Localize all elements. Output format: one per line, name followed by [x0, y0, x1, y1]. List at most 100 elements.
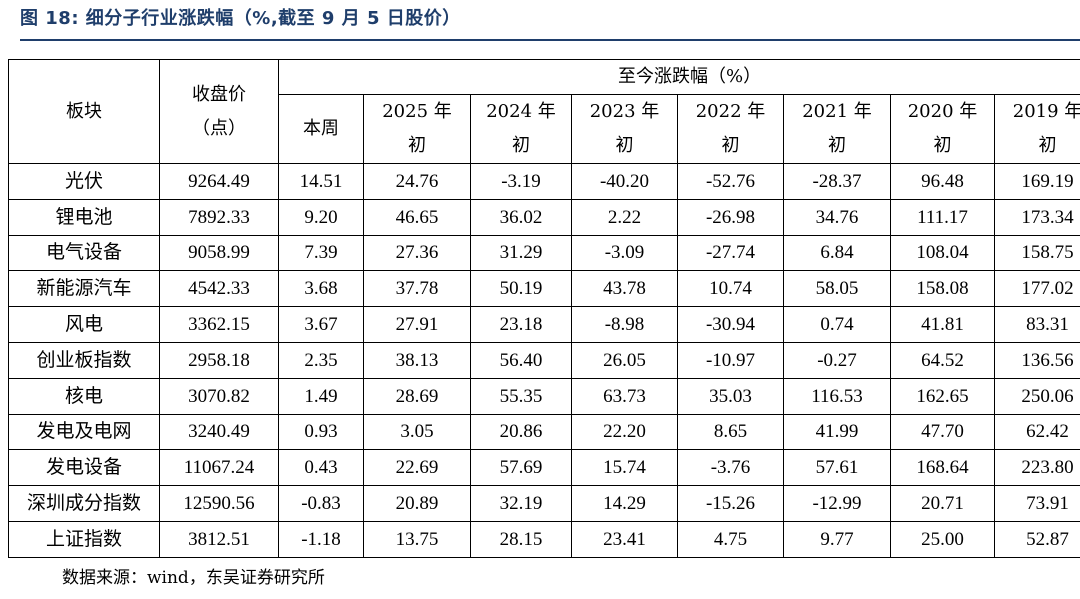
header-close-line2: （点） [192, 117, 246, 139]
change-value: 24.76 [363, 163, 471, 200]
change-value: -1.18 [278, 520, 364, 558]
source-note: 数据来源：wind，东吴证券研究所 [62, 568, 325, 588]
change-value: 31.29 [470, 234, 572, 272]
close-value: 2958.18 [159, 341, 279, 379]
change-value: 41.99 [783, 413, 891, 451]
header-period: 本周 [278, 94, 364, 164]
change-value: -8.98 [571, 306, 678, 343]
change-value: 52.87 [993, 520, 1080, 558]
table-row: 光伏 9264.49 14.51 24.76 -3.19 -40.20 -52.76 -28.… [8, 163, 1080, 200]
change-value: 3.68 [278, 270, 364, 308]
change-value: 96.48 [890, 163, 995, 200]
table-row: 发电及电网 3240.49 0.93 3.05 20.86 22.20 8.65 41.99 4… [8, 413, 1080, 451]
header-period-line2: 初 [615, 135, 634, 156]
close-value: 3070.82 [159, 377, 279, 415]
header-sector: 板块 [8, 59, 160, 164]
change-value: 43.78 [571, 270, 678, 308]
change-value: 9.77 [783, 520, 891, 558]
change-value: 46.65 [363, 198, 471, 236]
change-value: 158.75 [993, 234, 1080, 272]
change-value: 22.69 [363, 449, 471, 487]
change-value: 116.53 [783, 377, 891, 415]
header-period-line1: 2023 年 [589, 101, 660, 122]
header-close: 收盘价 （点） [159, 59, 279, 164]
header-period: 2022 年初 [677, 94, 784, 164]
close-value: 3362.15 [159, 306, 279, 343]
sector-name: 深圳成分指数 [8, 485, 160, 522]
header-close-line1: 收盘价 [192, 83, 246, 105]
change-value: 8.65 [677, 413, 784, 451]
change-value: 34.76 [783, 198, 891, 236]
change-value: 136.56 [993, 341, 1080, 379]
header-periods-row: 本周 2025 年初 2024 年初 2023 年初 2022 年初 2021 年初 202… [9, 94, 1080, 164]
title-rule [20, 39, 1080, 41]
header-period-line2: 初 [1038, 135, 1057, 156]
change-value: 20.86 [470, 413, 572, 451]
header-period-line1: 2020 年 [907, 101, 978, 122]
table-row: 风电 3362.15 3.67 27.91 23.18 -8.98 -30.94 0.74 41… [8, 306, 1080, 343]
change-value: 3.05 [363, 413, 471, 451]
change-value: -10.97 [677, 341, 784, 379]
header-period-line2: 初 [512, 135, 530, 156]
change-value: 158.08 [890, 270, 995, 308]
sector-name: 核电 [8, 377, 160, 415]
table-row: 电气设备 9058.99 7.39 27.36 31.29 -3.09 -27.74 6.84… [8, 234, 1080, 272]
close-value: 3812.51 [159, 520, 279, 558]
header-period-line1: 2019 年 [1012, 101, 1080, 122]
close-value: 4542.33 [159, 270, 279, 308]
change-value: 25.00 [890, 520, 995, 558]
change-value: -3.19 [470, 163, 572, 200]
change-value: -0.83 [278, 485, 364, 522]
change-value: 162.65 [890, 377, 995, 415]
table-row: 核电 3070.82 1.49 28.69 55.35 63.73 35.03 116.53 1… [8, 377, 1080, 415]
table-row: 创业板指数 2958.18 2.35 38.13 56.40 26.05 -10.97 -0.… [8, 341, 1080, 379]
change-value: 250.06 [993, 377, 1080, 415]
header-period: 2025 年初 [363, 94, 471, 164]
change-value: 111.17 [890, 198, 995, 236]
change-value: 15.74 [571, 449, 678, 487]
change-value: 13.75 [363, 520, 471, 558]
change-value: 168.64 [890, 449, 995, 487]
change-value: 169.19 [993, 163, 1080, 200]
sector-name: 光伏 [8, 163, 160, 200]
table-row: 深圳成分指数 12590.56 -0.83 20.89 32.19 14.29 -15.26… [8, 485, 1080, 522]
change-value: -52.76 [677, 163, 784, 200]
header-period: 2023 年初 [571, 94, 678, 164]
change-value: 20.89 [363, 485, 471, 522]
change-value: 37.78 [363, 270, 471, 308]
change-value: 173.34 [993, 198, 1080, 236]
sector-name: 发电及电网 [8, 413, 160, 451]
change-value: 27.91 [363, 306, 471, 343]
table-row: 上证指数 3812.51 -1.18 13.75 28.15 23.41 4.75 9.77 2… [8, 520, 1080, 558]
change-value: 57.61 [783, 449, 891, 487]
change-value: 23.18 [470, 306, 572, 343]
header-period-line2: 初 [721, 135, 740, 156]
change-value: 35.03 [677, 377, 784, 415]
change-value: 223.80 [993, 449, 1080, 487]
table-body: 光伏 9264.49 14.51 24.76 -3.19 -40.20 -52.76 -28.… [8, 163, 1080, 558]
change-value: 36.02 [470, 198, 572, 236]
change-value: 32.19 [470, 485, 572, 522]
header-period-line2: 初 [828, 135, 846, 156]
change-value: 0.74 [783, 306, 891, 343]
change-value: -26.98 [677, 198, 784, 236]
change-value: 62.42 [993, 413, 1080, 451]
change-value: 41.81 [890, 306, 995, 343]
change-value: 10.74 [677, 270, 784, 308]
table-row: 锂电池 7892.33 9.20 46.65 36.02 2.22 -26.98 34.76 1… [8, 198, 1080, 236]
change-value: -3.76 [677, 449, 784, 487]
header-period-line1: 本周 [303, 118, 339, 139]
change-value: 28.15 [470, 520, 572, 558]
change-value: 47.70 [890, 413, 995, 451]
change-value: 58.05 [783, 270, 891, 308]
table-row: 新能源汽车 4542.33 3.68 37.78 50.19 43.78 10.74 58.0… [8, 270, 1080, 308]
change-value: 83.31 [993, 306, 1080, 343]
sector-performance-table: 板块 收盘价 （点） 至今涨跌幅（%） 本周 2025 年初 2024 年初 2023… [8, 59, 1080, 558]
change-value: 6.84 [783, 234, 891, 272]
change-value: 26.05 [571, 341, 678, 379]
change-value: -27.74 [677, 234, 784, 272]
change-value: 55.35 [470, 377, 572, 415]
close-value: 11067.24 [159, 449, 279, 487]
change-value: 2.22 [571, 198, 678, 236]
header-period: 2019 年初 [993, 94, 1080, 164]
